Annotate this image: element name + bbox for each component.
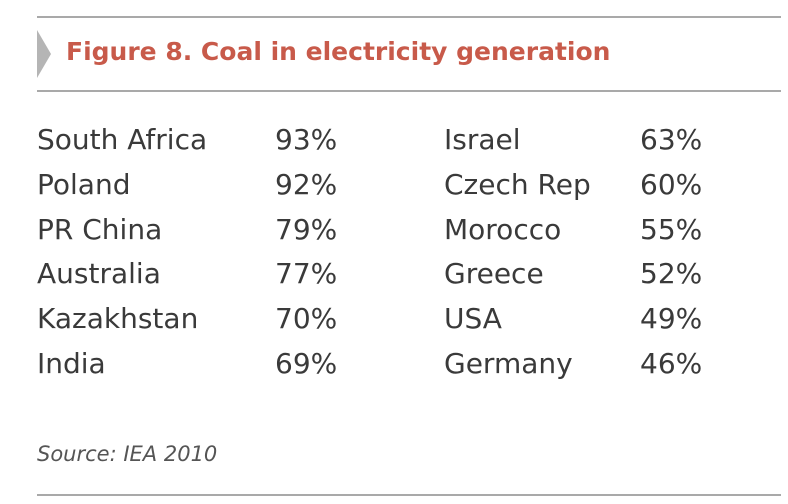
coal-share-value: 60%: [640, 167, 703, 201]
table-row: Poland 92% Czech Rep 60%: [37, 163, 781, 208]
table-row: South Africa 93% Israel 63%: [37, 118, 781, 163]
country-name: Greece: [444, 257, 544, 291]
source-note: Source: IEA 2010: [37, 442, 218, 466]
coal-share-value: 70%: [275, 302, 338, 336]
coal-share-value: 46%: [640, 346, 703, 380]
bottom-divider: [37, 494, 781, 496]
coal-share-value: 69%: [275, 346, 338, 380]
top-divider: [37, 16, 781, 18]
coal-share-value: 49%: [640, 302, 703, 336]
coal-share-table: South Africa 93% Israel 63% Poland 92% C…: [37, 118, 781, 387]
country-name: South Africa: [37, 123, 208, 156]
table-row: India 69% Germany 46%: [37, 342, 781, 387]
country-name: Morocco: [444, 212, 562, 246]
country-name: Kazakhstan: [37, 302, 199, 336]
country-name: PR China: [37, 212, 163, 246]
coal-share-value: 93%: [275, 123, 338, 156]
country-name: India: [37, 346, 106, 380]
table-row: Kazakhstan 70% USA 49%: [37, 297, 781, 342]
country-name: Australia: [37, 257, 161, 291]
coal-share-value: 92%: [275, 167, 338, 201]
country-name: Czech Rep: [444, 167, 591, 201]
country-name: Germany: [444, 346, 573, 380]
coal-share-value: 63%: [640, 123, 703, 156]
coal-share-value: 77%: [275, 257, 338, 291]
title-marker-icon: [37, 30, 51, 78]
figure-title: Figure 8. Coal in electricity generation: [66, 37, 611, 66]
coal-share-value: 79%: [275, 212, 338, 246]
country-name: USA: [444, 302, 502, 336]
table-row: Australia 77% Greece 52%: [37, 252, 781, 297]
title-divider: [37, 90, 781, 92]
table-row: PR China 79% Morocco 55%: [37, 208, 781, 253]
country-name: Poland: [37, 167, 131, 201]
country-name: Israel: [444, 123, 521, 156]
coal-share-value: 55%: [640, 212, 703, 246]
coal-share-value: 52%: [640, 257, 703, 291]
